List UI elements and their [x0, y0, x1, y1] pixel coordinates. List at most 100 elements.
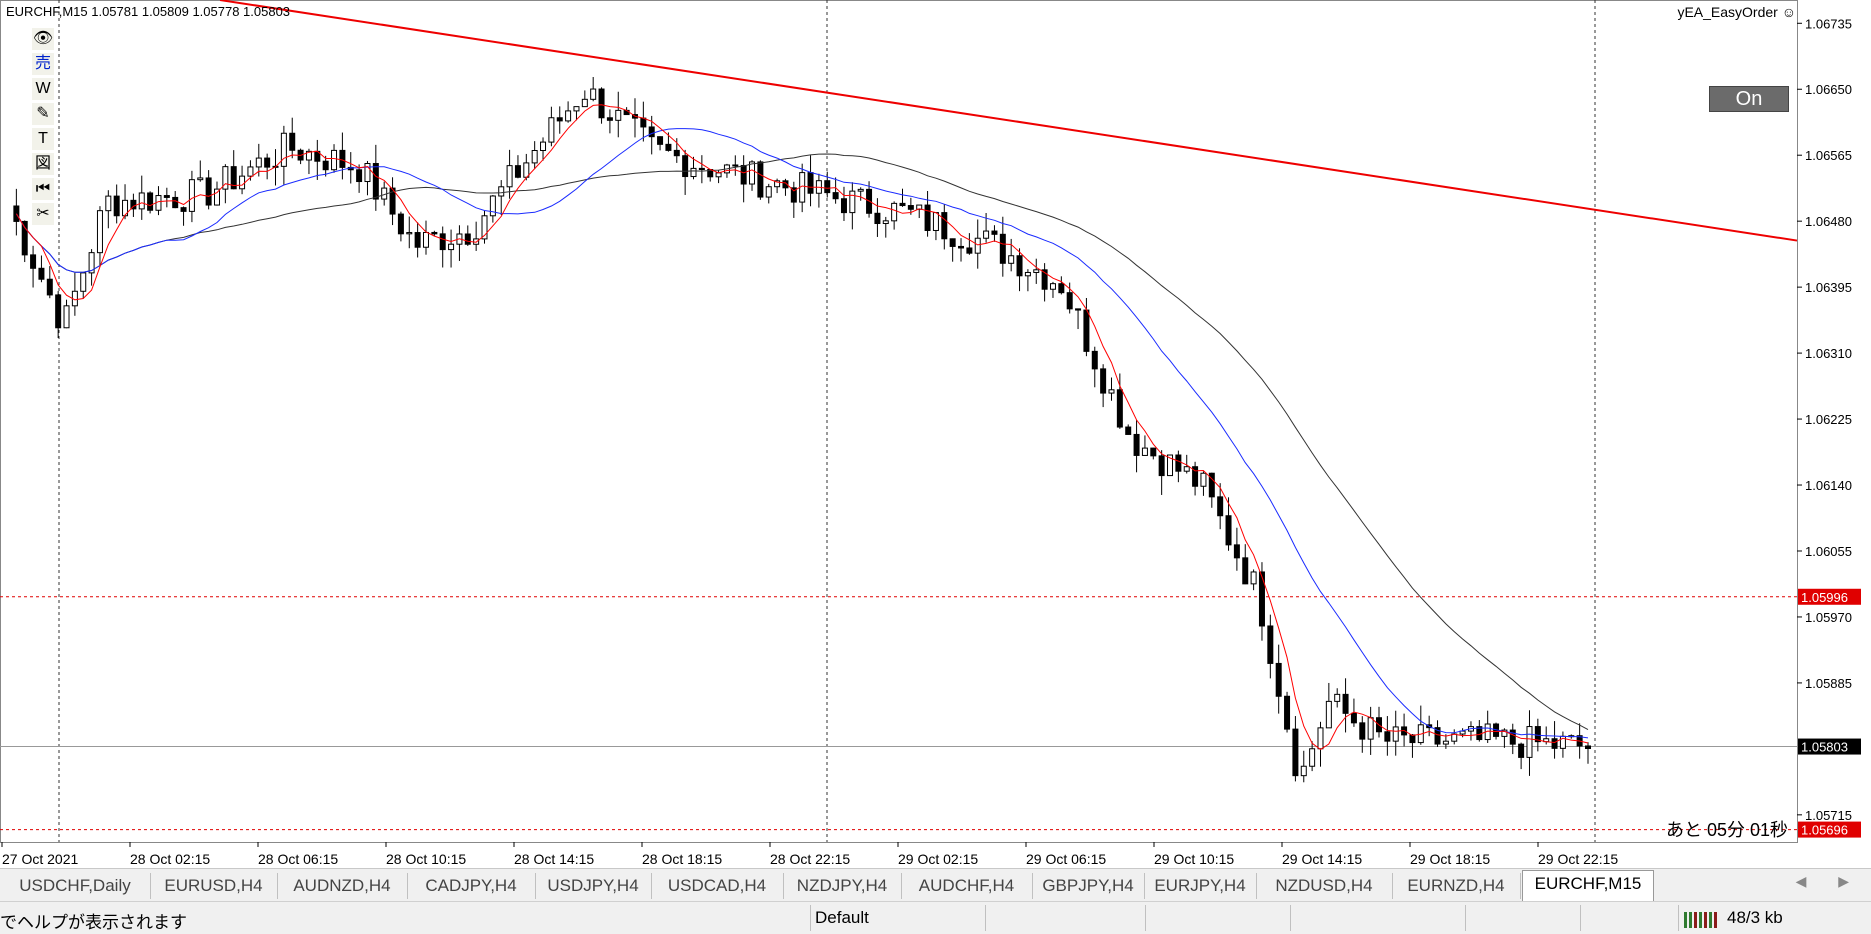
- candle-body: [1300, 765, 1307, 777]
- candle-body: [80, 272, 87, 292]
- tab-eurnzd-h4[interactable]: EURNZD,H4: [1392, 873, 1521, 899]
- candle-body: [548, 117, 555, 143]
- candle-body: [1108, 389, 1115, 394]
- time-tick-label: 29 Oct 18:15: [1410, 851, 1490, 867]
- candle-body: [1350, 712, 1357, 724]
- candle-body: [1100, 368, 1107, 394]
- candle-body: [1075, 308, 1082, 311]
- status-divider: [985, 905, 986, 931]
- trendline: [219, 0, 1798, 242]
- tab-audnzd-h4[interactable]: AUDNZD,H4: [277, 873, 408, 899]
- candle-body: [581, 98, 588, 108]
- tab-gbpjpy-h4[interactable]: GBPJPY,H4: [1032, 873, 1145, 899]
- time-tick-label: 28 Oct 22:15: [770, 851, 850, 867]
- tab-usdcad-h4[interactable]: USDCAD,H4: [651, 873, 784, 899]
- candle-body: [1242, 557, 1249, 585]
- candle-body: [857, 188, 864, 192]
- candle-body: [147, 192, 154, 211]
- candle-body: [247, 166, 254, 177]
- tab-nzdusd-h4[interactable]: NZDUSD,H4: [1256, 873, 1393, 899]
- candle-body: [1585, 745, 1591, 750]
- candle-body: [1334, 693, 1341, 702]
- sell-icon[interactable]: 売: [32, 53, 54, 75]
- rewind-icon[interactable]: ⏮: [32, 178, 54, 200]
- ea-on-button[interactable]: On: [1709, 86, 1789, 112]
- candle-body: [657, 136, 664, 145]
- candle-body: [740, 164, 747, 185]
- candle-body: [1008, 255, 1015, 264]
- status-traffic: 48/3 kb: [1727, 908, 1783, 927]
- candle-body: [874, 212, 881, 225]
- candle-body: [1217, 496, 1224, 517]
- candle-body: [573, 106, 580, 112]
- candle-body: [840, 198, 847, 214]
- candle-body: [113, 195, 120, 217]
- tab-cadjpy-h4[interactable]: CADJPY,H4: [407, 873, 536, 899]
- candle-body: [105, 195, 112, 212]
- candle-body: [1116, 389, 1123, 428]
- candle-body: [1551, 738, 1558, 749]
- candle-body: [1208, 472, 1215, 498]
- time-tick-label: 28 Oct 14:15: [514, 851, 594, 867]
- status-divider: [1580, 905, 1581, 931]
- tab-usdjpy-h4[interactable]: USDJPY,H4: [535, 873, 652, 899]
- time-tick-label: 28 Oct 18:15: [642, 851, 722, 867]
- chart-window[interactable]: 1.06735 1.06650 1.06565 1.06480 1.06395 1.063…: [0, 0, 1871, 868]
- candle-body: [1066, 292, 1073, 310]
- candle-body: [439, 233, 446, 251]
- candle-body: [983, 230, 990, 239]
- tab-usdchf-daily[interactable]: USDCHF,Daily: [0, 873, 151, 899]
- candle-body: [1434, 727, 1441, 745]
- price-label-box: [1798, 588, 1861, 605]
- candle-body: [514, 165, 521, 178]
- candle-body: [448, 243, 455, 251]
- candle-body: [1501, 729, 1508, 737]
- tab-nzdjpy-h4[interactable]: NZDJPY,H4: [783, 873, 902, 899]
- candle-body: [397, 213, 404, 235]
- candle-body: [172, 196, 179, 209]
- candle-body: [673, 149, 680, 157]
- figure-icon[interactable]: 図: [32, 153, 54, 175]
- candle-body: [1233, 544, 1240, 559]
- candle-body: [891, 202, 898, 222]
- candle-body: [1091, 350, 1098, 370]
- price-label-box: [1798, 821, 1861, 838]
- pencil-icon[interactable]: ✎: [32, 103, 54, 125]
- status-divider: [1145, 905, 1146, 931]
- price-chart[interactable]: 1.06735 1.06650 1.06565 1.06480 1.06395 1.063…: [0, 0, 1871, 868]
- candle-body: [732, 164, 739, 167]
- time-tick-label: 27 Oct 2021: [2, 851, 78, 867]
- candle-body: [1033, 269, 1040, 273]
- candle-body: [38, 267, 45, 280]
- candle-body: [615, 109, 622, 121]
- tab-audchf-h4[interactable]: AUDCHF,H4: [901, 873, 1033, 899]
- tab-eurchf-m15[interactable]: EURCHF,M15: [1522, 870, 1654, 901]
- candle-body: [1275, 662, 1282, 697]
- candle-body: [790, 187, 797, 203]
- candle-body: [1367, 717, 1374, 740]
- candle-body: [832, 192, 839, 200]
- tab-scroll-arrows[interactable]: ◀ ▶: [1795, 873, 1863, 889]
- candle-body: [924, 204, 931, 231]
- candle-body: [1284, 695, 1291, 730]
- text-icon[interactable]: T: [32, 128, 54, 150]
- tab-eurjpy-h4[interactable]: EURJPY,H4: [1144, 873, 1257, 899]
- candle-body: [824, 180, 831, 194]
- candle-body: [849, 190, 856, 214]
- candle-body: [974, 237, 981, 254]
- tab-eurusd-h4[interactable]: EURUSD,H4: [150, 873, 278, 899]
- status-bar: でヘルプが表示されます Default 48/3 kb: [0, 901, 1871, 934]
- candle-body: [949, 238, 956, 247]
- candle-body: [1225, 515, 1232, 546]
- candle-body: [1024, 271, 1031, 277]
- candle-body: [1141, 447, 1148, 456]
- price-label-text: 1.05803: [1801, 740, 1848, 755]
- candle-body: [1509, 729, 1516, 745]
- scissors-icon[interactable]: ✂: [32, 203, 54, 225]
- w-icon[interactable]: W: [32, 78, 54, 100]
- candle-body: [1049, 283, 1056, 290]
- eye-icon[interactable]: 👁: [32, 28, 54, 50]
- price-label-text: 1.05996: [1801, 590, 1848, 605]
- price-tick-label: 1.06140: [1805, 478, 1852, 493]
- candle-body: [899, 202, 906, 207]
